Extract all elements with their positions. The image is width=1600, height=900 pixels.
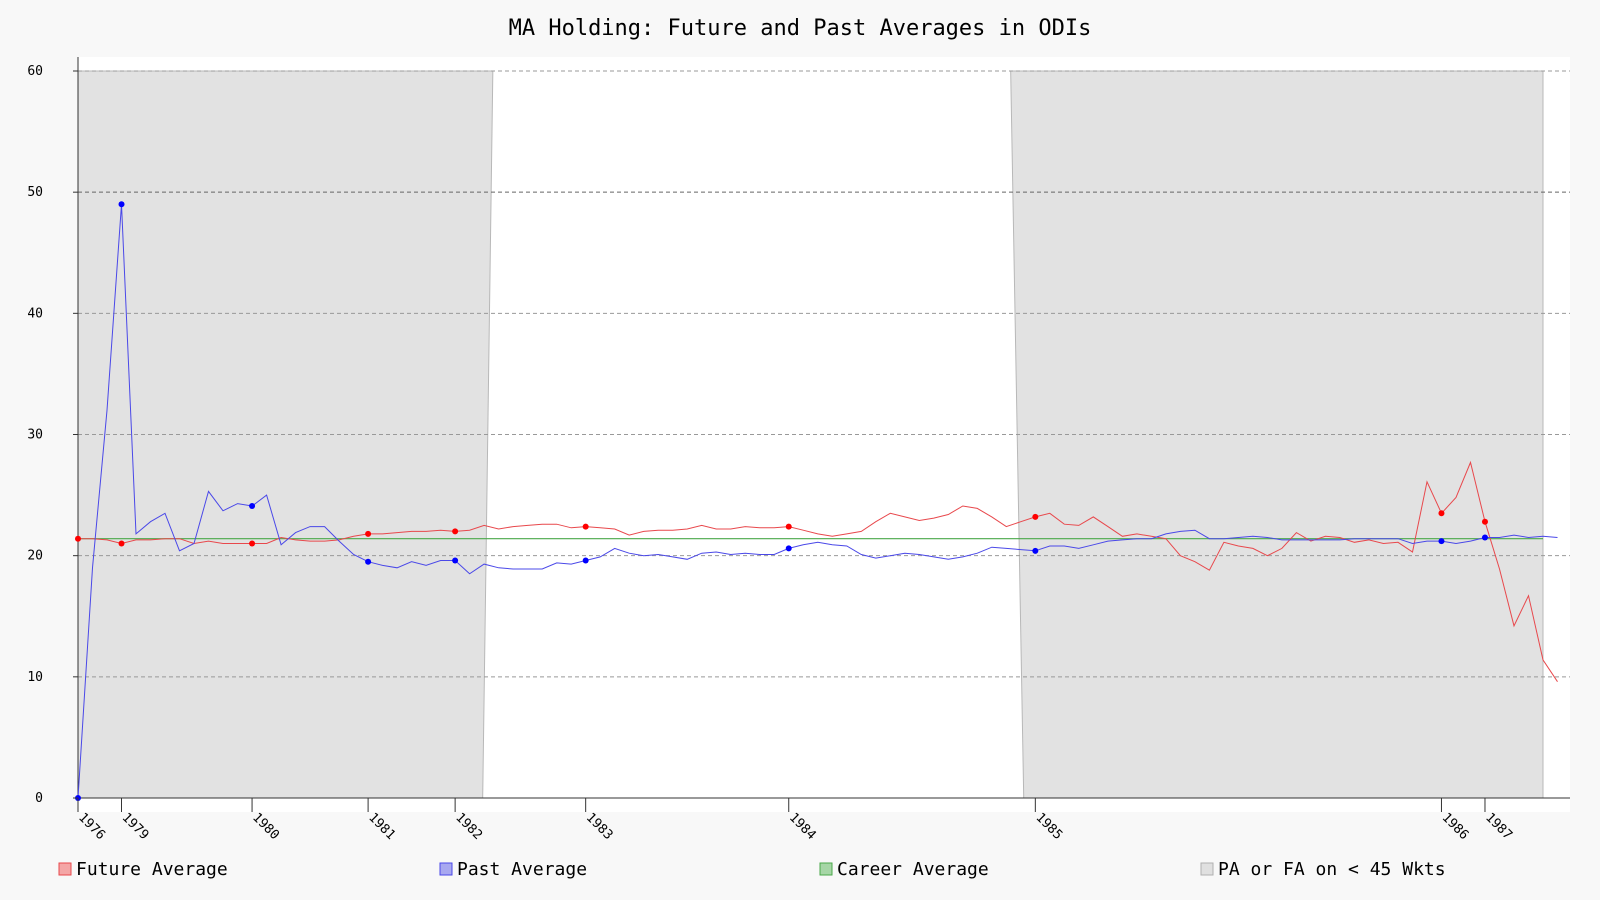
future-average-point: [365, 530, 372, 537]
y-tick-label: 30: [27, 428, 43, 443]
legend-label: Career Average: [837, 859, 989, 880]
past-average-point: [118, 201, 125, 208]
y-tick-label: 0: [35, 791, 43, 806]
chart-title: MA Holding: Future and Past Averages in …: [509, 16, 1092, 41]
legend-swatch: [1200, 862, 1214, 876]
future-average-point: [1438, 510, 1445, 517]
past-average-point: [582, 557, 589, 564]
legend-swatch: [439, 862, 453, 876]
series-lines: [77, 204, 1558, 799]
legend-label: PA or FA on < 45 Wkts: [1218, 859, 1446, 880]
past-average-point: [1481, 534, 1488, 541]
past-average-point: [365, 558, 372, 565]
past-average-point: [1032, 547, 1039, 554]
y-tick-label: 10: [27, 670, 43, 685]
series-markers: [75, 201, 1488, 801]
future-average-point: [785, 523, 792, 530]
future-average-point: [582, 523, 589, 530]
legend-swatch: [58, 862, 72, 876]
future-average-point: [75, 535, 81, 542]
future-average-point: [1481, 518, 1488, 525]
legend: Future Average Past Average Career Average…: [58, 859, 1446, 880]
legend-label: Future Average: [76, 859, 228, 880]
y-tick-label: 50: [27, 185, 43, 200]
future-average-point: [249, 540, 256, 547]
past-average-point: [785, 545, 792, 552]
legend-swatch: [819, 862, 833, 876]
future-average-point: [118, 540, 125, 547]
past-average-point: [1438, 538, 1445, 545]
y-tick-label: 20: [27, 549, 43, 564]
past-average-line: [77, 204, 1558, 799]
y-tick-label: 60: [27, 64, 43, 79]
future-average-point: [1032, 513, 1039, 520]
legend-label: Past Average: [457, 859, 587, 880]
y-tick-labels: 0 10 20 30 40 50 60: [27, 64, 78, 806]
past-average-point: [249, 502, 256, 509]
gridlines: [78, 70, 1570, 678]
future-average-line: [78, 460, 1558, 682]
y-tick-label: 40: [27, 306, 43, 321]
past-average-point: [452, 557, 459, 564]
future-average-point: [452, 528, 459, 535]
